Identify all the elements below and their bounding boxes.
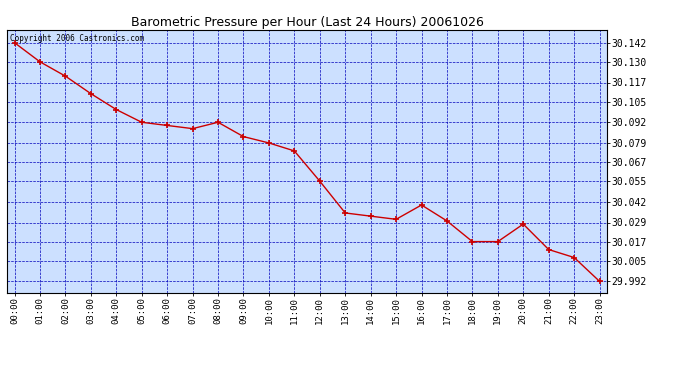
Text: Copyright 2006 Castronics.com: Copyright 2006 Castronics.com [10, 34, 144, 43]
Title: Barometric Pressure per Hour (Last 24 Hours) 20061026: Barometric Pressure per Hour (Last 24 Ho… [130, 16, 484, 29]
